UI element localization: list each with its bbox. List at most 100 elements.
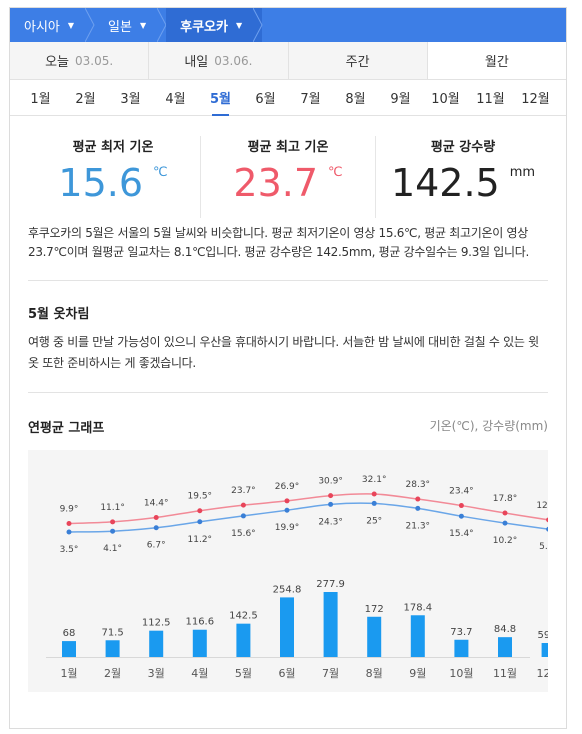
x-tick-label: 12월	[537, 667, 548, 680]
month-tab-8[interactable]: 8월	[345, 92, 366, 107]
tab-date: 03.05.	[75, 53, 114, 68]
tab-date: 03.06.	[214, 53, 253, 68]
tab-label: 월간	[484, 55, 509, 70]
x-tick-label: 5월	[235, 667, 252, 680]
chevron-down-icon: ▼	[139, 20, 147, 30]
chevron-down-icon: ▼	[235, 20, 243, 30]
month-tab-11[interactable]: 11월	[476, 92, 505, 107]
month-tab-9[interactable]: 9월	[390, 92, 411, 107]
month-tab-12[interactable]: 12월	[521, 92, 550, 107]
rain-bar	[149, 630, 164, 657]
max-temp-label: 32.1°	[362, 475, 387, 485]
breadcrumb: 아시아 ▼ 일본 ▼ 후쿠오카 ▼	[10, 8, 566, 42]
max-temp-point	[240, 502, 246, 508]
rain-bar	[367, 616, 382, 657]
rain-bar	[192, 629, 207, 657]
breadcrumb-japan[interactable]: 일본 ▼	[94, 8, 167, 42]
max-temp-point	[110, 519, 116, 525]
stat-value: 23.7	[233, 161, 318, 205]
stat-label: 평균 강수량	[430, 140, 496, 155]
rain-label: 71.5	[101, 627, 123, 638]
month-tab-6[interactable]: 6월	[255, 92, 276, 107]
rain-bar	[323, 592, 338, 657]
min-temp-label: 10.2°	[493, 536, 518, 546]
month-tab-3[interactable]: 3월	[120, 92, 141, 107]
separator-icon	[253, 8, 263, 42]
rain-label: 73.7	[450, 627, 472, 638]
stat-unit: mm	[509, 165, 536, 180]
min-temp-point	[197, 519, 203, 525]
min-temp-label: 3.5°	[60, 545, 79, 555]
min-temp-point	[458, 513, 464, 519]
annual-chart: 9.9° 3.5° 68 1월 11.1° 4.1° 71.5 2월 14.4° 6.7° 112.…	[46, 475, 548, 680]
monthly-stats: 평균 최저 기온 15.6 ℃ 평균 최고 기온 23.7 ℃ 평균 강수량 1…	[26, 136, 550, 218]
max-temp-label: 19.5°	[188, 492, 213, 502]
min-temp-label: 15.4°	[449, 529, 474, 539]
breadcrumb-fukuoka[interactable]: 후쿠오카 ▼	[166, 8, 263, 42]
x-tick-label: 8월	[366, 667, 383, 680]
tab-label: 내일	[184, 55, 209, 70]
min-temp-point	[502, 520, 508, 526]
max-temp-label: 23.7°	[231, 486, 256, 496]
max-temp-label: 26.9°	[275, 482, 300, 492]
tab-monthly[interactable]: 월간	[427, 42, 566, 79]
divider	[28, 280, 548, 281]
rain-bar	[541, 643, 548, 657]
breadcrumb-asia[interactable]: 아시아 ▼	[10, 8, 95, 42]
max-temp-point	[284, 498, 290, 504]
month-tab-2[interactable]: 2월	[75, 92, 96, 107]
tab-today[interactable]: 오늘 03.05.	[10, 42, 150, 79]
x-tick-label: 1월	[60, 667, 77, 680]
divider	[28, 392, 548, 393]
month-tab-7[interactable]: 7월	[300, 92, 321, 107]
tab-tomorrow[interactable]: 내일 03.06.	[149, 42, 289, 79]
x-tick-label: 2월	[104, 667, 121, 680]
min-temp-point	[284, 507, 290, 513]
min-temp-point	[546, 526, 548, 532]
min-temp-label: 5.6°	[539, 542, 548, 552]
min-temp-line	[68, 502, 548, 533]
max-temp-point	[415, 496, 421, 502]
chevron-down-icon: ▼	[67, 20, 75, 30]
rain-bar	[236, 623, 251, 657]
x-tick-label: 9월	[409, 667, 426, 680]
max-temp-point	[502, 510, 508, 516]
day-tabs: 오늘 03.05. 내일 03.06. 주간 월간	[10, 42, 566, 80]
max-temp-point	[546, 517, 548, 523]
max-temp-label: 12.6°	[536, 501, 548, 511]
max-temp-line	[68, 493, 548, 525]
min-temp-label: 19.9°	[275, 523, 300, 533]
month-tabs: 1월 2월 3월 4월 5월 6월 7월 8월 9월 10월 11월 12월	[10, 80, 566, 116]
max-temp-label: 23.4°	[449, 487, 474, 497]
tab-weekly[interactable]: 주간	[288, 42, 428, 79]
stat-label: 평균 최저 기온	[72, 140, 154, 155]
x-tick-label: 4월	[191, 667, 208, 680]
annual-graph: 9.9° 3.5° 68 1월 11.1° 4.1° 71.5 2월 14.4° 6.7° 112.…	[28, 450, 548, 692]
stat-max-temp: 평균 최고 기온 23.7 ℃	[201, 136, 376, 218]
rain-label: 112.5	[142, 618, 171, 629]
tab-label: 오늘	[45, 55, 69, 70]
month-tab-1[interactable]: 1월	[30, 92, 51, 107]
graph-units: 기온(℃), 강수량(mm)	[429, 419, 548, 433]
min-temp-point	[110, 528, 116, 534]
stat-unit: ℃	[153, 165, 168, 180]
month-tab-4[interactable]: 4월	[165, 92, 186, 107]
max-temp-label: 28.3°	[406, 480, 431, 490]
separator-icon	[85, 8, 95, 42]
max-temp-point	[458, 503, 464, 509]
stat-label: 평균 최고 기온	[247, 140, 329, 155]
max-temp-point	[371, 491, 377, 497]
stat-min-temp: 평균 최저 기온 15.6 ℃	[26, 136, 201, 218]
month-tab-5[interactable]: 5월	[198, 80, 243, 116]
max-temp-label: 17.8°	[493, 494, 518, 504]
month-tab-10[interactable]: 10월	[431, 92, 460, 107]
stat-value: 142.5	[390, 161, 500, 205]
rain-label: 142.5	[229, 611, 258, 622]
rain-bar	[410, 615, 425, 657]
rain-label: 59.8	[537, 630, 548, 641]
min-temp-label: 21.3°	[406, 521, 431, 531]
min-temp-label: 24.3°	[318, 517, 343, 527]
min-temp-point	[415, 505, 421, 511]
rain-label: 84.8	[494, 624, 516, 635]
min-temp-label: 11.2°	[188, 535, 213, 545]
